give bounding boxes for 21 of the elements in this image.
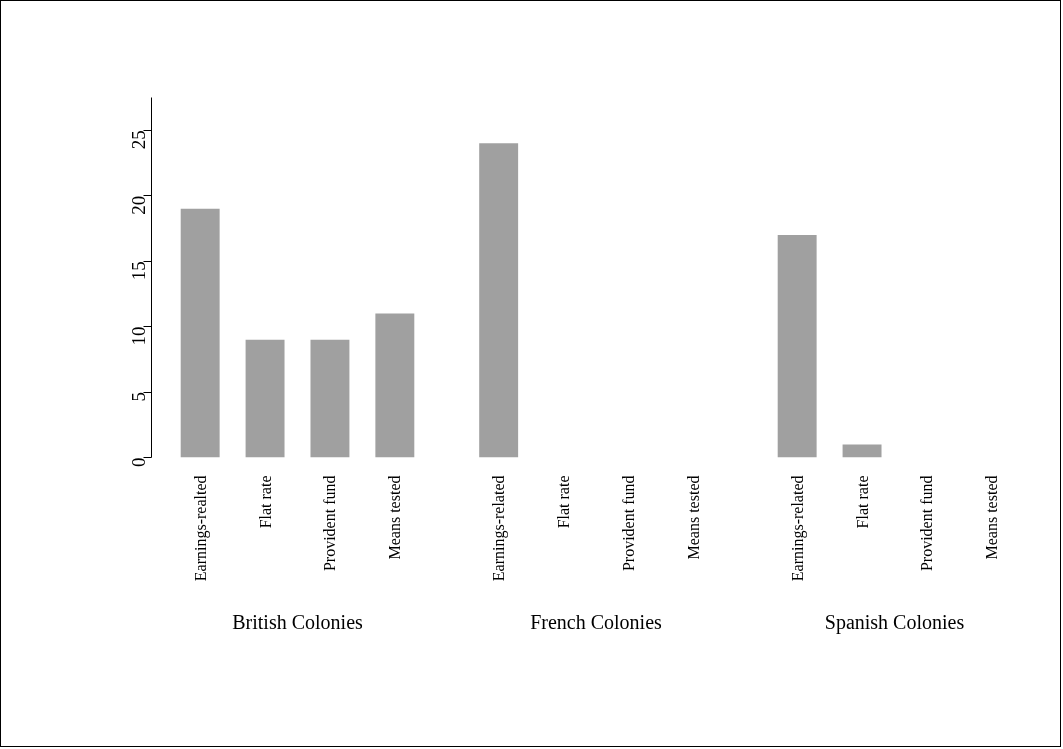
x-tick-label: Earnings-related — [490, 475, 509, 582]
x-tick-label: Provident fund — [619, 475, 637, 572]
y-tick-label: 20 — [128, 195, 149, 215]
text: Spanish Colonies — [824, 610, 965, 634]
text: British Colonies — [232, 610, 363, 633]
text: French Colonies — [530, 610, 663, 633]
x-tick-label: Flat rate — [555, 475, 573, 529]
x-tick-label: Means tested — [386, 475, 404, 560]
y-tick-label: 25 — [128, 130, 149, 150]
x-tick-label: Flat rate — [853, 475, 871, 529]
x-tick-label: Provident fund — [918, 475, 936, 572]
y-tick-label: 5 — [128, 392, 149, 402]
x-tick-label: Provident fund — [321, 475, 339, 572]
x-tick-label: Means tested — [684, 475, 702, 560]
y-tick-label: 10 — [128, 326, 149, 346]
x-tick-label: Means tested — [983, 475, 1001, 560]
y-tick-label: 0 — [128, 457, 149, 467]
x-tick-label: Earnings-related — [788, 475, 807, 582]
y-tick-label: 15 — [128, 261, 149, 281]
x-tick-label: Earnings-realted — [191, 475, 210, 582]
x-tick-label: Flat rate — [256, 475, 274, 529]
